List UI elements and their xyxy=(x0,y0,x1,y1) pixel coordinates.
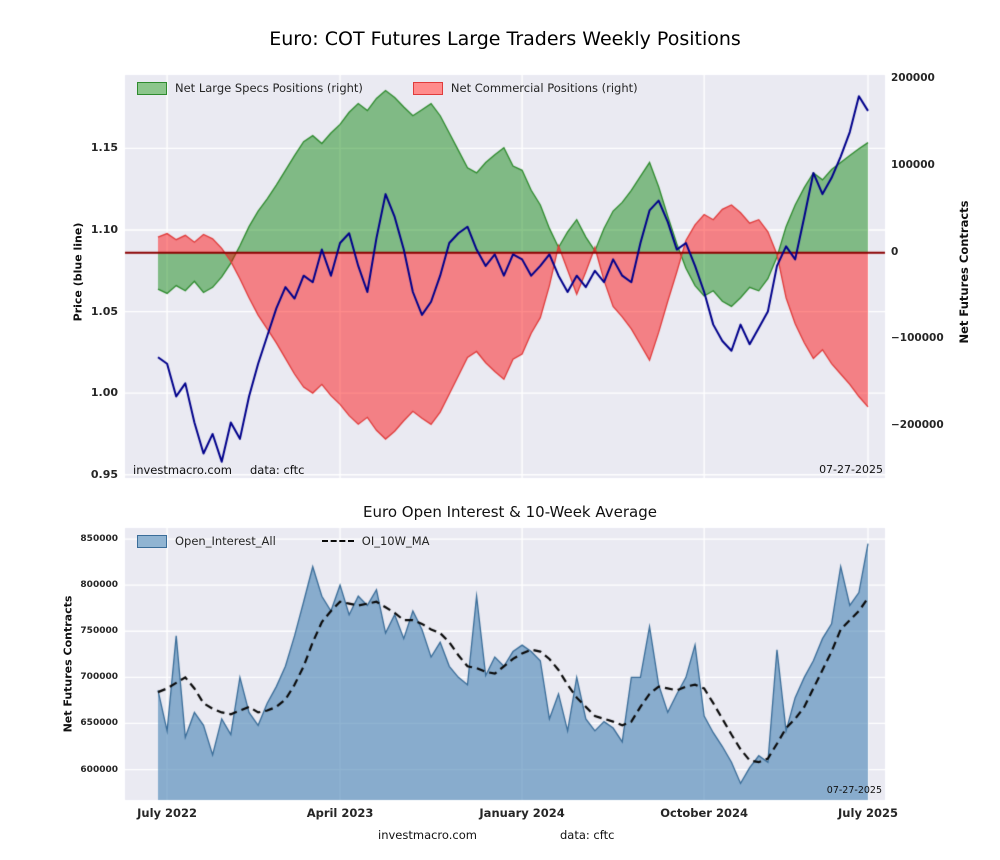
legend-entry-oi-ma: OI_10W_MA xyxy=(321,534,430,548)
legend-entry-commercials: Net Commercial Positions (right) xyxy=(412,81,638,95)
bottom-data-note: data: cftc xyxy=(560,828,615,842)
top-left-axis-label: Price (blue line) xyxy=(71,222,85,322)
bottom-date-stamp: 07-27-2025 xyxy=(826,785,882,796)
bottom-left-tick: 850000 xyxy=(80,534,118,545)
oi-ma-legend-label: OI_10W_MA xyxy=(361,534,430,548)
top-legend: Net Large Specs Positions (right) Net Co… xyxy=(137,81,638,95)
top-left-tick: 1.10 xyxy=(90,223,118,236)
bottom-left-tick: 650000 xyxy=(80,718,118,729)
x-tick-label: July 2025 xyxy=(838,806,898,820)
bottom-left-axis-label: Net Futures Contracts xyxy=(61,595,75,733)
top-right-tick: 100000 xyxy=(891,159,935,171)
top-right-tick: −200000 xyxy=(891,419,944,431)
bottom-chart-title: Euro Open Interest & 10-Week Average xyxy=(363,503,657,521)
open-interest-legend-patch xyxy=(137,534,167,548)
top-right-tick: 0 xyxy=(891,245,899,258)
top-date-stamp: 07-27-2025 xyxy=(819,463,883,476)
x-tick-label: July 2022 xyxy=(137,806,198,820)
top-left-tick: 1.00 xyxy=(90,386,118,400)
commercials-legend-patch xyxy=(412,81,443,95)
legend-entry-open-interest: Open_Interest_All xyxy=(137,534,276,548)
bottom-left-tick: 750000 xyxy=(80,626,118,637)
specs-legend-patch xyxy=(137,81,167,95)
x-tick-label: October 2024 xyxy=(660,806,748,820)
bottom-left-tick: 800000 xyxy=(80,580,118,591)
bottom-left-tick: 700000 xyxy=(80,672,118,683)
top-annotations: investmacro.com data: cftc xyxy=(133,463,304,477)
top-data-note: data: cftc xyxy=(249,463,305,477)
x-tick-label: April 2023 xyxy=(306,806,374,820)
oi-ma-legend-dash xyxy=(321,540,354,542)
bottom-left-tick: 600000 xyxy=(80,764,118,775)
top-right-tick: −100000 xyxy=(891,332,944,345)
top-source-text: investmacro.com xyxy=(133,463,232,477)
top-chart-title: Euro: COT Futures Large Traders Weekly P… xyxy=(269,28,741,50)
top-right-axis-label: Net Futures Contracts xyxy=(957,200,971,344)
top-left-tick: 0.95 xyxy=(90,467,118,481)
legend-entry-specs: Net Large Specs Positions (right) xyxy=(137,81,363,95)
top-left-tick: 1.05 xyxy=(90,304,118,318)
specs-legend-label: Net Large Specs Positions (right) xyxy=(175,81,363,95)
open-interest-legend-label: Open_Interest_All xyxy=(175,534,276,548)
bottom-source-text: investmacro.com xyxy=(378,828,477,842)
commercials-legend-label: Net Commercial Positions (right) xyxy=(450,81,638,95)
x-tick-label: January 2024 xyxy=(479,806,565,820)
top-right-tick: 200000 xyxy=(891,72,935,85)
top-left-tick: 1.15 xyxy=(90,141,118,155)
bottom-legend: Open_Interest_All OI_10W_MA xyxy=(137,534,430,548)
